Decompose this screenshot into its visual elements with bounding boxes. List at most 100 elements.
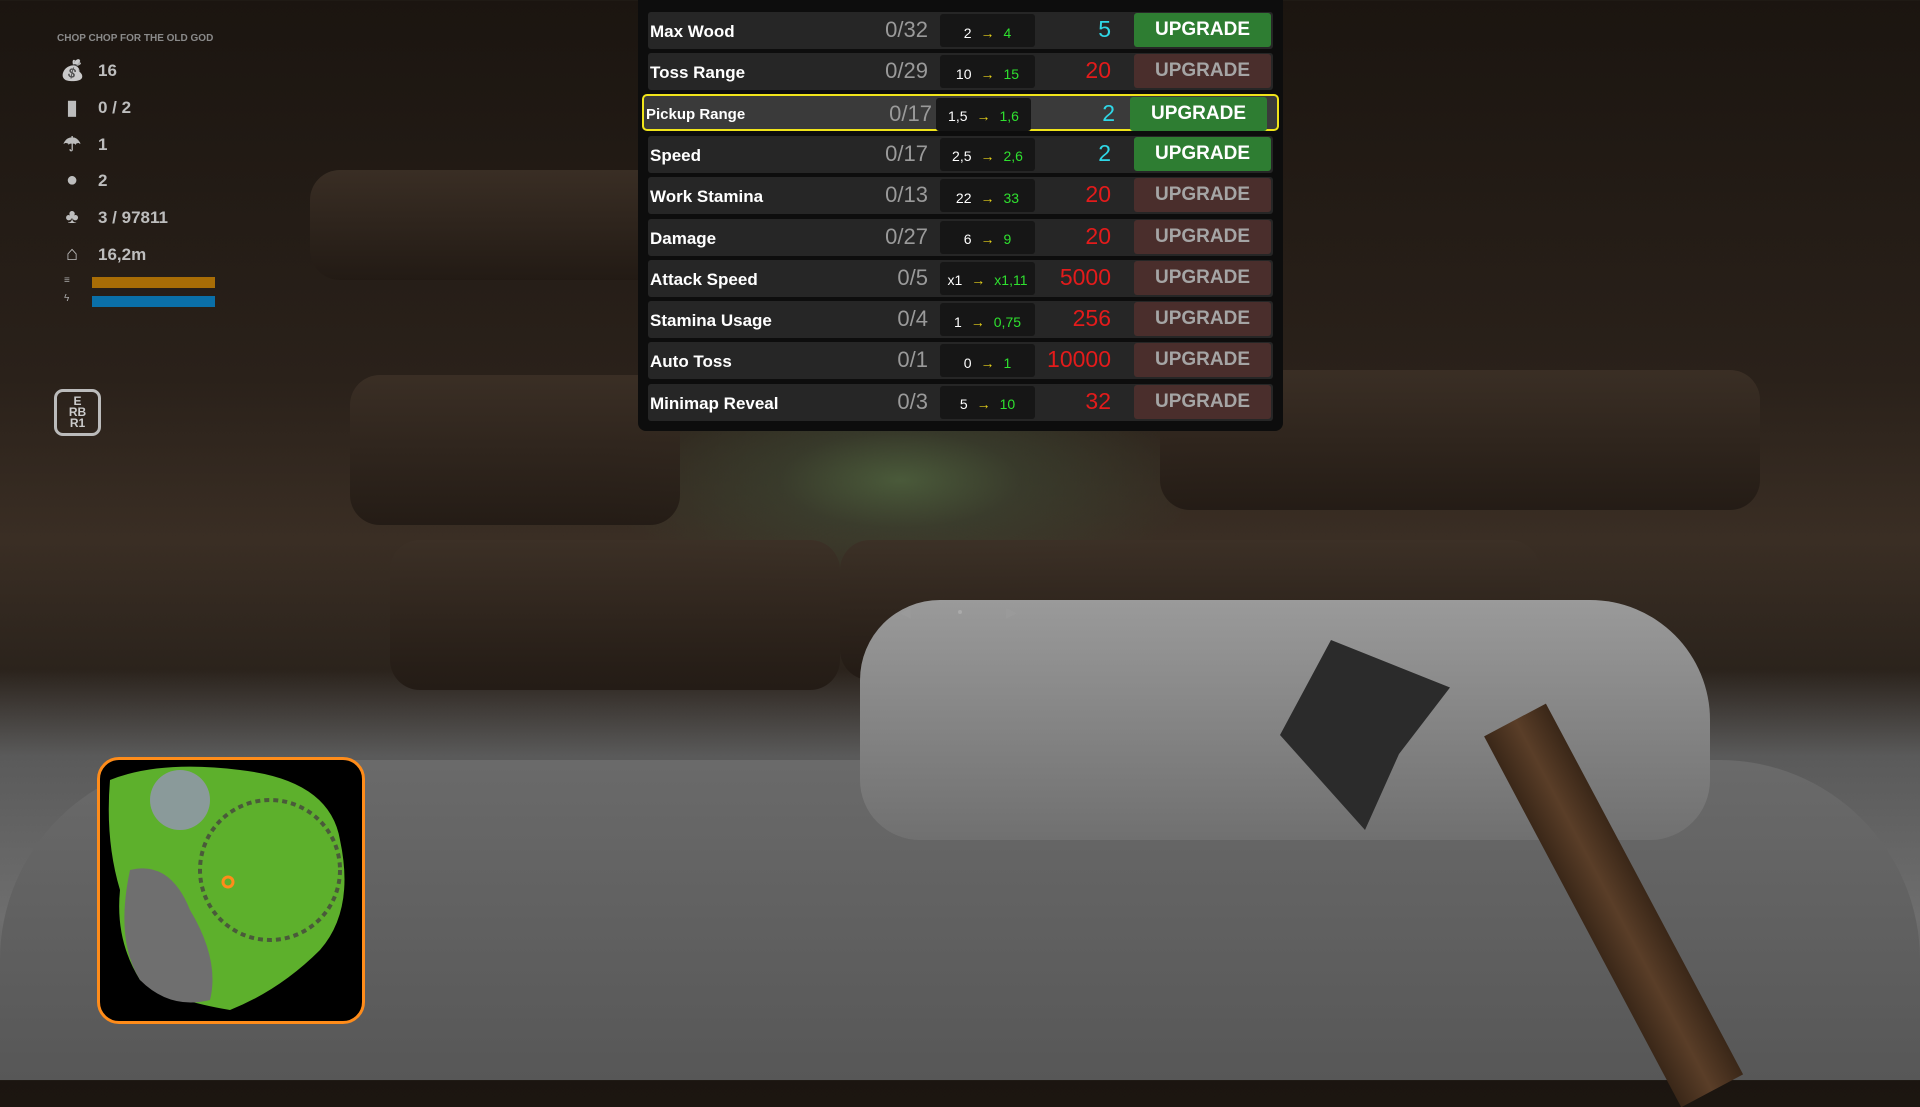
upgrade-row: Damage 0/27 6 → 9 20 UPGRADE bbox=[648, 218, 1273, 256]
arrow-right-icon: → bbox=[980, 189, 995, 206]
upgrade-row: Stamina Usage 0/4 1 → 0,75 256 UPGRADE bbox=[648, 301, 1273, 339]
upgrade-name: Pickup Range bbox=[646, 105, 746, 123]
upgrade-button[interactable]: UPGRADE bbox=[1130, 96, 1267, 131]
upgrade-name: Work Stamina bbox=[650, 187, 764, 207]
value-from: 1 bbox=[953, 313, 962, 330]
upgrade-value-change: 2 → 4 bbox=[940, 14, 1035, 47]
value-from: x1 bbox=[947, 272, 963, 289]
log-icon: ▮ bbox=[66, 97, 78, 119]
upgrade-level: 0/27 bbox=[885, 223, 928, 249]
wall-log bbox=[390, 540, 840, 690]
upgrade-button[interactable]: UPGRADE bbox=[1134, 136, 1271, 171]
upgrade-button[interactable]: UPGRADE bbox=[1134, 13, 1271, 47]
upgrade-row: Pickup Range 0/17 1,5 → 1,6 2 UPGRADE bbox=[642, 93, 1279, 131]
value-to: 0,75 bbox=[993, 313, 1022, 330]
value-from: 2 bbox=[963, 24, 972, 41]
player-marker-icon bbox=[221, 875, 235, 889]
upgrade-row: Max Wood 0/32 2 → 4 5 UPGRADE bbox=[648, 12, 1273, 49]
arrow-right-icon: → bbox=[976, 108, 991, 125]
arrow-right-icon: → bbox=[980, 65, 995, 82]
upgrade-cost: 2 bbox=[1102, 99, 1115, 126]
upgrade-value-change: 2,5 → 2,6 bbox=[940, 137, 1035, 171]
value-to: x1,11 bbox=[994, 272, 1028, 289]
upgrade-level: 0/17 bbox=[889, 100, 932, 126]
stat-pot: ● 2 bbox=[60, 169, 108, 192]
value-to: 4 bbox=[1003, 24, 1012, 41]
upgrade-cost: 5 bbox=[1098, 16, 1111, 42]
interact-key-hint: E RB R1 bbox=[54, 389, 101, 436]
upgrade-row: Speed 0/17 2,5 → 2,6 2 UPGRADE bbox=[648, 135, 1273, 173]
upgrade-cost: 20 bbox=[1085, 181, 1111, 208]
upgrade-cost: 2 bbox=[1098, 139, 1111, 166]
value-to: 33 bbox=[1003, 189, 1020, 206]
pot-icon: ● bbox=[65, 169, 79, 191]
upgrade-row: Auto Toss 0/1 0 → 1 10000 UPGRADE bbox=[648, 342, 1273, 380]
stat-mushroom: ☂ 1 bbox=[60, 132, 107, 157]
work-bar bbox=[92, 277, 215, 288]
value-to: 1 bbox=[1003, 354, 1012, 371]
value-to: 15 bbox=[1003, 65, 1020, 82]
stat-house: ⌂ 16,2m bbox=[60, 243, 146, 266]
upgrade-button[interactable]: UPGRADE bbox=[1134, 384, 1271, 419]
upgrade-value-change: 22 → 33 bbox=[940, 179, 1035, 213]
upgrade-value-change: 10 → 15 bbox=[940, 55, 1035, 89]
value-to: 10 bbox=[999, 396, 1016, 413]
stat-value: 0 / 2 bbox=[98, 97, 132, 117]
upgrade-level: 0/1 bbox=[897, 347, 928, 373]
mushroom-icon: ☂ bbox=[63, 134, 81, 156]
upgrade-cost: 20 bbox=[1085, 222, 1111, 249]
upgrade-name: Max Wood bbox=[650, 22, 735, 41]
crosshair bbox=[958, 610, 962, 614]
stat-value: 16 bbox=[98, 60, 117, 80]
key-r1: R1 bbox=[69, 416, 86, 430]
value-from: 6 bbox=[963, 231, 972, 247]
upgrade-level: 0/17 bbox=[885, 140, 928, 166]
upgrade-value-change: x1 → x1,11 bbox=[940, 261, 1035, 295]
upgrade-panel: Max Wood 0/32 2 → 4 5 UPGRADE Toss Range 0/… bbox=[638, 0, 1283, 431]
upgrade-level: 0/4 bbox=[897, 306, 928, 332]
value-from: 5 bbox=[959, 396, 968, 413]
upgrade-level: 0/3 bbox=[897, 388, 928, 414]
stat-log: ▮ 0 / 2 bbox=[60, 95, 131, 120]
upgrade-value-change: 1 → 0,75 bbox=[940, 303, 1035, 337]
stat-value: 3 / 97811 bbox=[98, 207, 168, 227]
value-from: 2,5 bbox=[952, 148, 972, 165]
upgrade-name: Stamina Usage bbox=[650, 311, 772, 331]
speed-icon: ≡ bbox=[64, 275, 70, 286]
upgrade-level: 0/29 bbox=[885, 58, 928, 84]
tree-icon: ♣ bbox=[65, 206, 79, 228]
upgrade-level: 0/32 bbox=[885, 17, 928, 42]
upgrade-cost: 32 bbox=[1085, 387, 1111, 414]
upgrade-name: Auto Toss bbox=[650, 352, 732, 372]
value-from: 1,5 bbox=[948, 108, 968, 125]
value-from: 0 bbox=[963, 354, 972, 371]
upgrade-button[interactable]: UPGRADE bbox=[1134, 302, 1271, 337]
upgrade-row: Minimap Reveal 0/3 5 → 10 32 UPGRADE bbox=[648, 383, 1273, 421]
upgrade-name: Minimap Reveal bbox=[650, 393, 779, 413]
stat-money-bag: 💰 16 bbox=[60, 58, 117, 83]
upgrade-value-change: 1,5 → 1,6 bbox=[936, 97, 1031, 131]
stat-value: 2 bbox=[98, 170, 108, 190]
upgrade-cost: 20 bbox=[1085, 57, 1111, 84]
arrow-right-icon: → bbox=[980, 354, 995, 371]
upgrade-name: Speed bbox=[650, 145, 702, 165]
upgrade-button[interactable]: UPGRADE bbox=[1134, 178, 1271, 213]
upgrade-button[interactable]: UPGRADE bbox=[1134, 54, 1271, 89]
value-to: 1,6 bbox=[999, 108, 1019, 125]
lightning-icon: ϟ bbox=[64, 293, 70, 304]
upgrade-row: Work Stamina 0/13 22 → 33 20 UPGRADE bbox=[648, 177, 1273, 215]
upgrade-button[interactable]: UPGRADE bbox=[1134, 343, 1271, 378]
upgrade-button[interactable]: UPGRADE bbox=[1134, 260, 1271, 295]
minimap bbox=[97, 757, 365, 1024]
stamina-bar bbox=[92, 296, 215, 307]
key-rb: RB bbox=[68, 405, 87, 419]
arrow-right-icon: → bbox=[980, 148, 995, 165]
upgrade-value-change: 5 → 10 bbox=[940, 385, 1035, 419]
upgrade-button[interactable]: UPGRADE bbox=[1134, 219, 1271, 254]
wall-log bbox=[350, 375, 680, 525]
arrow-right-icon: → bbox=[980, 24, 995, 41]
value-to: 2,6 bbox=[1003, 148, 1023, 165]
stat-value: 1 bbox=[98, 134, 108, 154]
arrow-right-icon: → bbox=[970, 313, 985, 330]
arrow-right-icon: → bbox=[971, 272, 986, 289]
